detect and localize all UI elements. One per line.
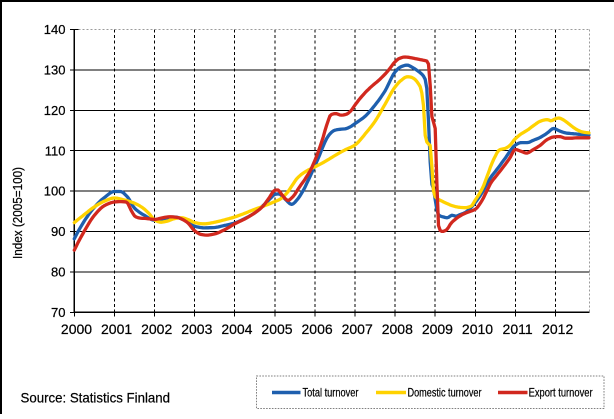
svg-text:2007: 2007 [342, 321, 373, 337]
svg-text:2003: 2003 [181, 321, 212, 337]
svg-text:2004: 2004 [221, 321, 252, 337]
svg-text:Source: Statistics Finland: Source: Statistics Finland [21, 389, 171, 405]
svg-text:Export turnover: Export turnover [529, 386, 593, 400]
svg-text:140: 140 [44, 22, 66, 37]
svg-text:Domestic turnover: Domestic turnover [408, 386, 482, 400]
svg-text:120: 120 [44, 103, 66, 118]
svg-text:Total turnover: Total turnover [303, 386, 359, 400]
svg-text:2008: 2008 [382, 321, 413, 337]
svg-text:2011: 2011 [503, 321, 533, 337]
svg-text:2002: 2002 [141, 321, 172, 337]
svg-text:100: 100 [44, 184, 66, 199]
svg-text:Index (2005=100): Index (2005=100) [11, 167, 25, 259]
svg-text:2012: 2012 [542, 321, 573, 337]
svg-text:110: 110 [45, 143, 66, 158]
svg-text:2009: 2009 [422, 321, 453, 337]
svg-text:2010: 2010 [462, 321, 493, 337]
svg-text:90: 90 [51, 224, 65, 239]
svg-text:70: 70 [51, 305, 65, 320]
svg-text:2001: 2001 [101, 321, 132, 337]
svg-text:2000: 2000 [61, 321, 92, 337]
svg-text:80: 80 [51, 265, 65, 280]
svg-text:130: 130 [44, 63, 66, 78]
svg-text:2005: 2005 [261, 321, 292, 337]
svg-text:2006: 2006 [302, 321, 333, 337]
